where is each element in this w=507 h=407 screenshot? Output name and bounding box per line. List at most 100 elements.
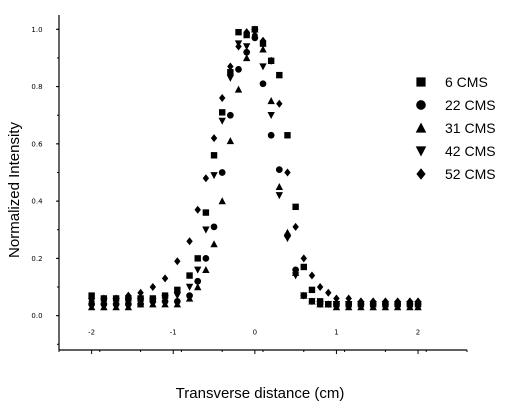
- data-point: [414, 297, 422, 306]
- data-point: [100, 294, 108, 303]
- data-point: [284, 168, 291, 177]
- data-point: [161, 274, 169, 283]
- data-point: [275, 192, 283, 200]
- data-point: [210, 134, 218, 143]
- data-point: [227, 111, 234, 119]
- data-point: [174, 286, 181, 294]
- data-point: [149, 283, 157, 292]
- data-point: [357, 297, 365, 306]
- data-point: [284, 132, 291, 139]
- data-point: [227, 62, 234, 71]
- data-point: [194, 255, 201, 262]
- data-point: [219, 94, 226, 103]
- data-point: [243, 54, 251, 62]
- y-tick-label: 0.4: [31, 198, 43, 206]
- data-point: [112, 294, 120, 303]
- data-point: [300, 263, 307, 271]
- data-point: [186, 272, 193, 279]
- data-point: [202, 226, 210, 234]
- data-point: [292, 203, 299, 211]
- data-point: [276, 99, 283, 108]
- x-axis-title: Transverse distance (cm): [176, 385, 345, 402]
- data-point: [234, 85, 243, 93]
- data-point: [210, 172, 218, 180]
- data-point: [235, 42, 242, 51]
- data-point: [406, 297, 414, 306]
- y-tick-label: 0.8: [31, 83, 42, 91]
- series-52-cms: [88, 28, 422, 306]
- data-point: [186, 237, 193, 246]
- data-point: [226, 74, 235, 82]
- data-point: [124, 303, 133, 311]
- data-point: [218, 117, 226, 125]
- data-point: [267, 97, 275, 105]
- data-point: [173, 300, 181, 308]
- data-point: [300, 292, 308, 300]
- data-point: [202, 255, 210, 262]
- data-point: [88, 292, 95, 299]
- data-point: [267, 112, 275, 120]
- data-point: [332, 300, 341, 309]
- data-point: [259, 80, 267, 88]
- legend-marker: [416, 100, 426, 110]
- data-point: [185, 294, 194, 302]
- x-tick-label: 1: [334, 328, 338, 336]
- x-ticks: -2 -1 0 1 2: [58, 328, 468, 354]
- data-point: [259, 36, 267, 45]
- x-tick-label: -2: [88, 328, 95, 336]
- data-point: [174, 257, 181, 266]
- y-ticks: 0.0 0.2 0.4 0.6 0.8 1.0: [31, 26, 59, 345]
- data-point: [276, 71, 283, 79]
- data-point: [382, 297, 389, 306]
- data-point: [210, 223, 218, 231]
- y-tick-label: 0.2: [31, 255, 42, 263]
- legend-label: 22 CMS: [445, 97, 496, 113]
- data-point: [218, 169, 226, 176]
- data-point: [333, 294, 340, 303]
- data-point: [275, 182, 283, 190]
- data-point: [308, 286, 316, 294]
- data-point: [210, 240, 218, 248]
- data-point: [243, 48, 251, 56]
- data-point: [308, 298, 316, 306]
- data-point: [243, 28, 250, 37]
- data-point: [202, 174, 210, 183]
- data-point: [185, 283, 194, 291]
- data-point: [308, 271, 316, 280]
- y-axis-title: Normalized Intensity: [6, 122, 23, 258]
- data-point: [267, 56, 275, 65]
- data-point: [202, 265, 210, 274]
- data-point: [259, 63, 267, 71]
- data-point: [324, 300, 332, 309]
- data-point: [194, 283, 202, 291]
- x-tick-label: 0: [253, 328, 257, 336]
- data-point: [161, 295, 169, 303]
- data-point: [161, 300, 169, 308]
- legend-marker: [416, 168, 426, 180]
- data-point: [300, 254, 307, 263]
- data-point: [149, 298, 157, 306]
- x-tick-label: -1: [170, 328, 177, 336]
- data-point: [316, 283, 324, 292]
- data-point: [283, 228, 292, 236]
- data-point: [218, 197, 226, 205]
- data-point: [243, 43, 251, 51]
- series-22-cms: [88, 34, 422, 308]
- data-point: [259, 45, 267, 53]
- legend: 6 CMS 22 CMS 31 CMS 42 CMS 52 CMS: [415, 74, 496, 182]
- data-point: [235, 66, 242, 73]
- data-point: [137, 288, 144, 297]
- data-point: [227, 69, 234, 76]
- x-tick-label: 2: [416, 328, 420, 336]
- data-point: [283, 235, 292, 243]
- data-point: [194, 266, 202, 274]
- data-point: [251, 31, 259, 40]
- data-point: [194, 205, 201, 214]
- data-point: [136, 298, 145, 306]
- legend-label: 6 CMS: [445, 74, 488, 90]
- legend-label: 52 CMS: [445, 166, 496, 182]
- data-point: [88, 297, 95, 306]
- y-tick-label: 0.0: [31, 312, 42, 320]
- data-point: [219, 109, 226, 116]
